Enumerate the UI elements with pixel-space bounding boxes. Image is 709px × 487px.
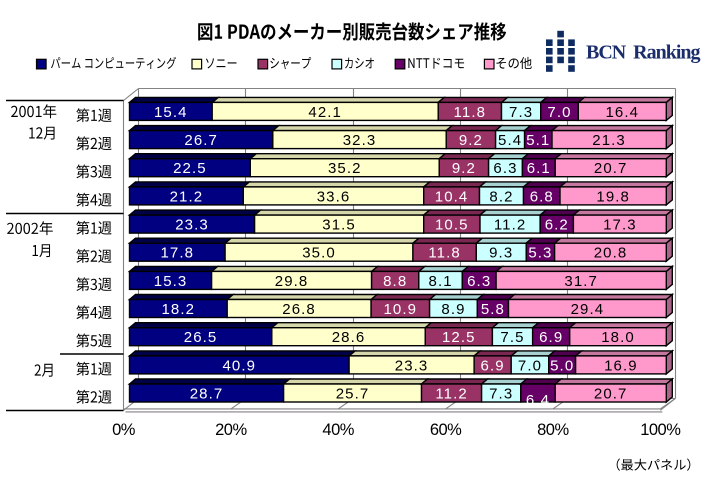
svg-text:17.3: 17.3 [603, 217, 637, 234]
svg-text:16.4: 16.4 [605, 104, 639, 121]
svg-text:5.4: 5.4 [498, 132, 522, 149]
svg-text:9.2: 9.2 [459, 132, 483, 149]
svg-text:7.3: 7.3 [489, 385, 513, 402]
svg-text:7.5: 7.5 [500, 329, 524, 346]
svg-text:8.1: 8.1 [429, 273, 453, 290]
svg-text:32.3: 32.3 [343, 132, 377, 149]
svg-text:6.1: 6.1 [527, 160, 551, 177]
svg-text:8.8: 8.8 [383, 273, 407, 290]
svg-text:5.3: 5.3 [528, 245, 552, 262]
svg-text:6.8: 6.8 [530, 188, 554, 205]
svg-text:35.2: 35.2 [328, 160, 362, 177]
svg-text:60%: 60% [430, 421, 462, 439]
svg-text:18.2: 18.2 [161, 301, 195, 318]
svg-text:21.3: 21.3 [592, 132, 626, 149]
svg-text:7.3: 7.3 [509, 104, 533, 121]
svg-text:0%: 0% [112, 421, 136, 439]
svg-text:23.3: 23.3 [395, 357, 429, 374]
svg-text:6.4: 6.4 [526, 392, 550, 409]
svg-text:17.8: 17.8 [160, 245, 194, 262]
svg-text:35.0: 35.0 [302, 245, 336, 262]
svg-text:21.2: 21.2 [170, 188, 204, 205]
svg-text:40%: 40% [322, 421, 354, 439]
svg-text:9.3: 9.3 [489, 245, 513, 262]
svg-text:15.4: 15.4 [154, 104, 188, 121]
svg-text:7.0: 7.0 [518, 357, 542, 374]
svg-text:26.5: 26.5 [184, 329, 218, 346]
svg-text:11.8: 11.8 [428, 245, 460, 262]
svg-text:29.8: 29.8 [275, 273, 309, 290]
svg-text:16.9: 16.9 [604, 357, 638, 374]
svg-text:12.5: 12.5 [442, 329, 476, 346]
svg-text:23.3: 23.3 [175, 217, 209, 234]
svg-text:25.7: 25.7 [336, 385, 370, 402]
svg-text:31.7: 31.7 [564, 273, 598, 290]
svg-text:5.8: 5.8 [481, 301, 505, 318]
svg-text:29.4: 29.4 [571, 301, 605, 318]
svg-text:8.9: 8.9 [441, 301, 465, 318]
svg-text:22.5: 22.5 [173, 160, 207, 177]
svg-text:100%: 100% [640, 421, 681, 439]
svg-text:26.7: 26.7 [184, 132, 218, 149]
svg-text:28.7: 28.7 [190, 385, 224, 402]
svg-text:9.2: 9.2 [452, 160, 476, 177]
svg-text:10.9: 10.9 [383, 301, 417, 318]
svg-text:8.2: 8.2 [489, 188, 513, 205]
svg-text:10.4: 10.4 [435, 188, 469, 205]
svg-text:20.7: 20.7 [594, 160, 628, 177]
svg-text:20.8: 20.8 [594, 245, 628, 262]
svg-text:5.1: 5.1 [526, 132, 550, 149]
svg-text:6.9: 6.9 [481, 357, 505, 374]
svg-text:28.6: 28.6 [332, 329, 366, 346]
svg-text:80%: 80% [537, 421, 569, 439]
svg-text:11.8: 11.8 [454, 104, 486, 121]
svg-text:6.3: 6.3 [467, 273, 491, 290]
svg-text:6.2: 6.2 [545, 217, 569, 234]
svg-text:20%: 20% [215, 421, 247, 439]
svg-text:42.1: 42.1 [308, 104, 342, 121]
svg-text:10.5: 10.5 [435, 217, 469, 234]
svg-text:20.7: 20.7 [594, 385, 628, 402]
svg-text:18.0: 18.0 [601, 329, 635, 346]
svg-text:31.5: 31.5 [322, 217, 356, 234]
svg-text:5.0: 5.0 [550, 357, 574, 374]
svg-text:19.8: 19.8 [596, 188, 630, 205]
svg-text:6.3: 6.3 [493, 160, 517, 177]
svg-text:40.9: 40.9 [222, 357, 256, 374]
svg-text:26.8: 26.8 [282, 301, 316, 318]
svg-text:6.9: 6.9 [539, 329, 563, 346]
svg-text:15.3: 15.3 [154, 273, 188, 290]
svg-text:33.6: 33.6 [317, 188, 351, 205]
svg-text:7.0: 7.0 [547, 104, 571, 121]
svg-text:11.2: 11.2 [435, 385, 467, 402]
svg-text:BCN Ranking: BCN Ranking [586, 41, 701, 63]
svg-text:11.2: 11.2 [494, 217, 526, 234]
